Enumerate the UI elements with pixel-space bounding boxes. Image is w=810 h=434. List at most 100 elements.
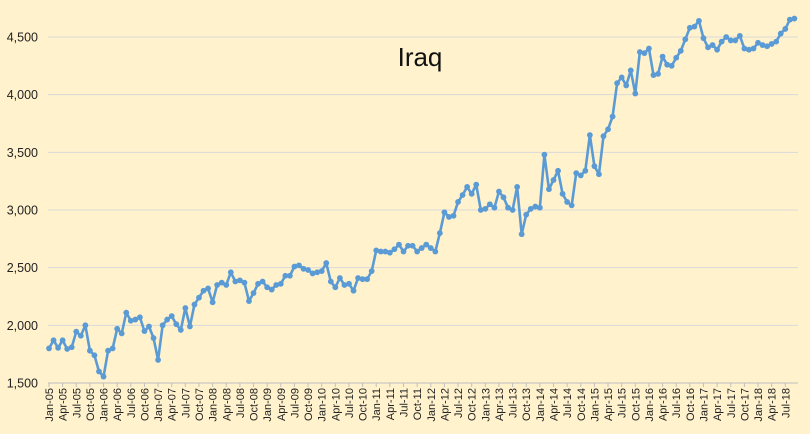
x-tick-label: Apr-15 [603, 388, 615, 421]
data-point [277, 280, 284, 287]
data-point [741, 45, 748, 52]
data-point [668, 62, 675, 69]
data-point [455, 199, 461, 205]
data-point [123, 309, 130, 316]
data-point [214, 282, 221, 288]
x-tick-label: Jan-07 [153, 388, 165, 422]
x-tick-label: Apr-11 [385, 388, 397, 420]
data-point [186, 323, 193, 330]
y-tick-label: 2,000 [7, 319, 38, 333]
x-axis [48, 382, 798, 387]
data-point [577, 172, 584, 179]
x-tick-label: Jul-17 [726, 388, 738, 418]
data-point [646, 45, 652, 52]
data-point [336, 275, 343, 281]
data-point [677, 47, 684, 54]
x-tick-label: Jul-15 [617, 388, 629, 418]
data-point [605, 126, 611, 133]
x-tick-label: Oct-17 [739, 388, 751, 421]
data-point [73, 328, 80, 335]
data-point [686, 24, 693, 31]
data-point [236, 277, 243, 284]
data-point [96, 368, 102, 375]
x-tick-label: Apr-05 [58, 388, 70, 421]
data-point [150, 335, 157, 341]
data-point [250, 290, 257, 296]
series-line [47, 17, 796, 378]
y-tick-label: 4,000 [7, 88, 38, 102]
data-point [750, 45, 757, 52]
data-point [659, 53, 666, 60]
y-axis-tick-labels: 1,500 2,000 2,500 3,000 3,500 4,000 4,500 [7, 31, 38, 391]
data-point [764, 43, 771, 50]
data-point [714, 46, 721, 53]
data-point [673, 54, 680, 61]
data-point [546, 186, 552, 193]
x-tick-label: Oct-11 [412, 388, 424, 420]
data-point [600, 133, 607, 140]
x-tick-label: Apr-13 [494, 388, 506, 421]
data-point [559, 190, 566, 197]
y-tick-label: 1,500 [7, 377, 38, 391]
data-point [55, 344, 61, 351]
x-tick-label: Apr-18 [767, 388, 779, 421]
x-tick-label: Jan-18 [753, 388, 765, 422]
data-point [305, 267, 311, 273]
data-point [64, 346, 71, 352]
data-point [423, 241, 430, 248]
x-tick-label: Oct-14 [576, 388, 588, 421]
x-tick-label: Oct-15 [630, 388, 642, 421]
data-point [359, 276, 366, 283]
data-point [450, 212, 457, 219]
data-point [373, 247, 380, 254]
x-tick-label: Jan-08 [208, 388, 220, 422]
data-point [550, 177, 557, 183]
data-point [427, 245, 434, 251]
data-point [723, 34, 730, 40]
data-point [636, 49, 643, 55]
data-point [736, 32, 743, 39]
data-point [568, 202, 575, 209]
data-point [218, 279, 225, 286]
data-point [518, 231, 525, 238]
data-point [486, 201, 493, 208]
data-point [391, 246, 398, 253]
data-point [514, 184, 521, 190]
data-point [332, 284, 339, 291]
x-tick-label: Oct-08 [249, 388, 261, 421]
x-tick-label: Oct-05 [85, 388, 97, 421]
data-point [718, 38, 725, 45]
data-point [318, 268, 325, 275]
x-tick-label: Oct-10 [358, 388, 370, 421]
data-point [664, 61, 671, 68]
x-tick-label: Jul-08 [235, 388, 247, 418]
data-point [127, 317, 134, 324]
data-point [705, 44, 711, 51]
data-point [118, 330, 125, 337]
data-point [536, 204, 543, 211]
data-point [709, 42, 716, 48]
x-tick-label: Jul-16 [671, 388, 683, 418]
data-point [564, 199, 571, 205]
data-point [759, 42, 766, 48]
y-tick-label: 4,500 [7, 31, 38, 45]
data-point [596, 171, 602, 178]
data-point [146, 323, 152, 330]
x-tick-label: Jul-18 [780, 388, 792, 418]
chart-title: Iraq [398, 42, 443, 72]
data-point [273, 282, 280, 288]
data-point [50, 337, 57, 344]
x-tick-label: Jul-14 [562, 388, 574, 418]
x-tick-label: Jan-05 [44, 388, 56, 422]
data-point [177, 327, 184, 333]
x-tick-label: Jan-06 [99, 388, 111, 422]
data-point [46, 345, 52, 352]
x-tick-label: Oct-07 [194, 388, 206, 421]
data-point [523, 211, 530, 218]
data-point [464, 184, 471, 190]
data-point [141, 328, 148, 334]
data-point [614, 80, 621, 87]
data-point [114, 325, 121, 332]
